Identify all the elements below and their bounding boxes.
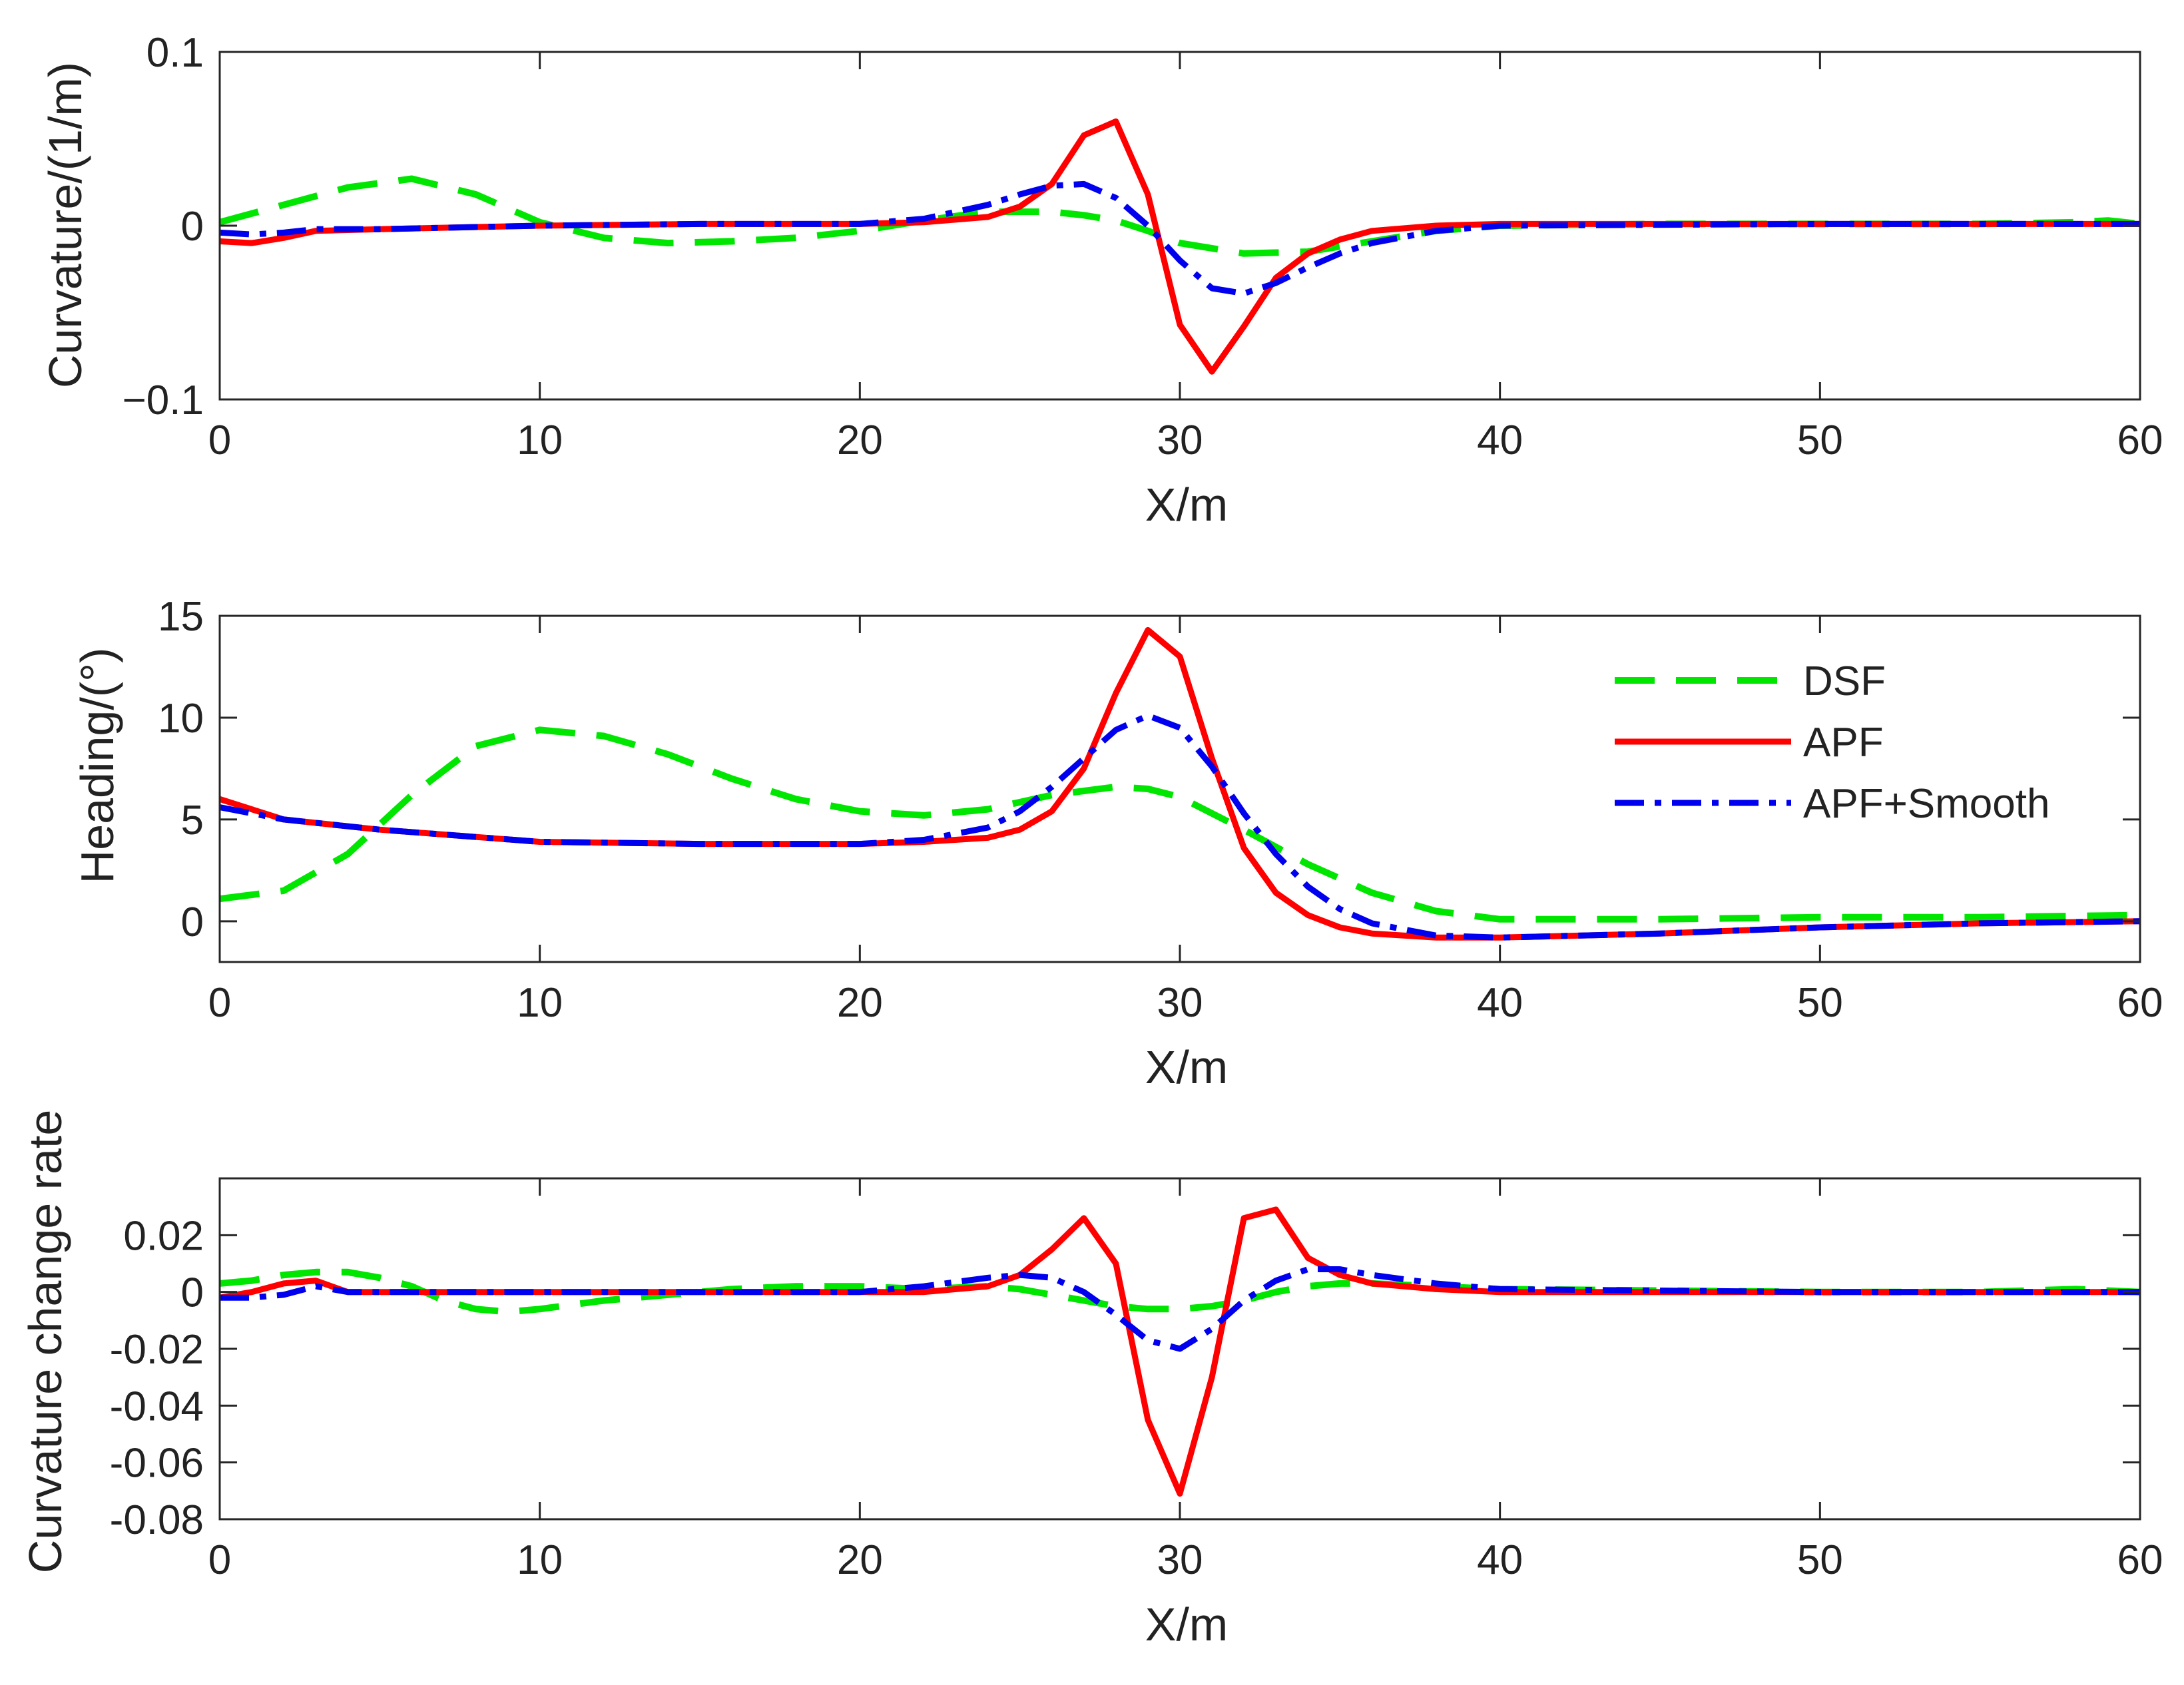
y-axis-label: Curvature/(1/m) xyxy=(39,62,91,388)
series-line-smooth xyxy=(220,712,2140,941)
y-tick-label: 5 xyxy=(181,798,204,843)
series-line-dsf xyxy=(220,726,2140,923)
y-tick-label: -0.08 xyxy=(110,1497,204,1543)
y-tick-label: 0 xyxy=(181,899,204,945)
x-tick-label: 60 xyxy=(2117,1537,2163,1583)
x-tick-label: 30 xyxy=(1157,1537,1203,1583)
legend: DSF APF APF+Smooth xyxy=(1615,658,2049,827)
y-tick-label: 0.1 xyxy=(146,30,204,76)
series-line-smooth xyxy=(220,180,2140,297)
x-tick-label: 40 xyxy=(1477,980,1523,1026)
y-tick-label: -0.06 xyxy=(110,1441,204,1487)
legend-label-smooth: APF+Smooth xyxy=(1803,781,2049,827)
x-tick-label: 50 xyxy=(1797,417,1843,463)
x-tick-label: 60 xyxy=(2117,980,2163,1026)
series-line-smooth xyxy=(220,1266,2140,1352)
x-tick-label: 40 xyxy=(1477,1537,1523,1583)
y-tick-label: 15 xyxy=(158,594,204,640)
legend-label-apf: APF xyxy=(1803,720,1884,766)
x-tick-label: 20 xyxy=(837,980,883,1026)
series-group xyxy=(220,1206,2140,1497)
x-axis-label: X/m xyxy=(1145,1598,1228,1650)
x-tick-label: 50 xyxy=(1797,980,1843,1026)
y-tick-label: −0.1 xyxy=(123,377,204,423)
x-tick-label: 40 xyxy=(1477,417,1523,463)
y-tick-label: 0 xyxy=(181,204,204,250)
x-tick-label: 20 xyxy=(837,1537,883,1583)
x-axis-label: X/m xyxy=(1145,1041,1228,1093)
x-tick-label: 0 xyxy=(208,1537,231,1583)
x-tick-label: 30 xyxy=(1157,980,1203,1026)
x-tick-label: 60 xyxy=(2117,417,2163,463)
x-tick-label: 30 xyxy=(1157,417,1203,463)
panel-2: 0 10 20 30 40 50 60 0 5 10 15 X/m Heading/(°) DSF APF A… xyxy=(71,594,2163,1093)
x-tick-label: 0 xyxy=(208,980,231,1026)
x-axis-label: X/m xyxy=(1145,479,1228,531)
y-tick-label: 0 xyxy=(181,1270,204,1316)
x-tick-label: 0 xyxy=(208,417,231,463)
x-tick-label: 10 xyxy=(517,1537,563,1583)
y-tick-label: 10 xyxy=(158,696,204,742)
y-tick-label: 0.02 xyxy=(123,1213,204,1259)
y-axis-label: Heading/(°) xyxy=(71,648,123,884)
x-tick-label: 50 xyxy=(1797,1537,1843,1583)
y-tick-label: -0.04 xyxy=(110,1383,204,1429)
x-tick-label: 10 xyxy=(517,980,563,1026)
y-tick-label: -0.02 xyxy=(110,1327,204,1373)
series-line-dsf xyxy=(220,175,2140,257)
series-group xyxy=(220,626,2140,941)
legend-label-dsf: DSF xyxy=(1803,658,1886,704)
series-group xyxy=(220,118,2140,375)
x-tick-label: 10 xyxy=(517,417,563,463)
x-tick-label: 20 xyxy=(837,417,883,463)
y-axis-label: Curvature change rate xyxy=(19,1110,71,1574)
panel-3: 0 10 20 30 40 50 60 -0.08 -0.06 -0.04 -0.02 0 0.02 X/… xyxy=(19,1110,2163,1650)
